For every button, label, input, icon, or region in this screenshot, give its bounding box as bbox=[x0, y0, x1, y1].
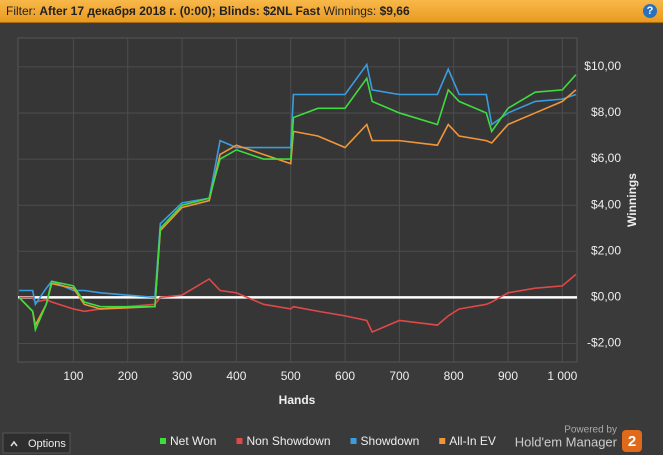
legend-label: Net Won bbox=[170, 434, 216, 448]
series-line bbox=[18, 89, 577, 328]
winnings-value: $9,66 bbox=[379, 4, 410, 18]
legend-swatch bbox=[350, 438, 357, 444]
legend-swatch bbox=[160, 438, 166, 444]
options-text: Options bbox=[28, 438, 66, 450]
series-line bbox=[18, 74, 577, 333]
legend-label: Showdown bbox=[361, 434, 420, 448]
x-tick-label: 900 bbox=[498, 369, 518, 383]
y-axis-label: Winnings bbox=[625, 173, 639, 227]
y-tick-label: $2,00 bbox=[591, 243, 621, 257]
x-tick-label: 200 bbox=[118, 369, 138, 383]
x-tick-label: 400 bbox=[226, 369, 246, 383]
filter-value: After 17 декабря 2018 г. (0:00); Blinds:… bbox=[39, 4, 321, 18]
options-button[interactable] bbox=[2, 432, 71, 454]
legend-label: Non Showdown bbox=[246, 434, 330, 448]
x-tick-label: 1 000 bbox=[547, 369, 577, 383]
options-icon bbox=[10, 440, 18, 447]
badge-text: 2 bbox=[628, 433, 636, 450]
filter-bar: Filter: After 17 декабря 2018 г. (0:00);… bbox=[0, 0, 663, 23]
x-tick-label: 500 bbox=[281, 369, 301, 383]
x-tick-label: 700 bbox=[389, 369, 409, 383]
winnings-label: Winnings: bbox=[323, 4, 377, 18]
powered-by: Powered by bbox=[564, 425, 617, 436]
y-tick-label: -$2,00 bbox=[587, 336, 621, 350]
help-button[interactable]: ? bbox=[643, 4, 657, 18]
y-tick-label: $4,00 bbox=[591, 197, 621, 211]
badge bbox=[622, 430, 642, 452]
legend-swatch bbox=[439, 438, 446, 444]
x-tick-label: 600 bbox=[335, 369, 355, 383]
y-tick-label: $10,00 bbox=[584, 59, 621, 73]
series-line bbox=[19, 273, 577, 334]
y-tick-label: $6,00 bbox=[591, 151, 621, 165]
x-axis-label: Hands bbox=[279, 393, 316, 407]
filter-label: Filter: bbox=[6, 4, 36, 18]
x-tick-label: 300 bbox=[172, 369, 192, 383]
y-tick-label: $0,00 bbox=[591, 290, 621, 304]
x-tick-label: 800 bbox=[444, 369, 464, 383]
plot-area bbox=[17, 37, 578, 363]
legend-label: All-In EV bbox=[449, 434, 496, 448]
legend-swatch bbox=[236, 438, 243, 444]
brand: Hold'em Manager bbox=[515, 434, 618, 449]
y-tick-label: $8,00 bbox=[591, 105, 621, 119]
x-tick-label: 100 bbox=[63, 369, 83, 383]
